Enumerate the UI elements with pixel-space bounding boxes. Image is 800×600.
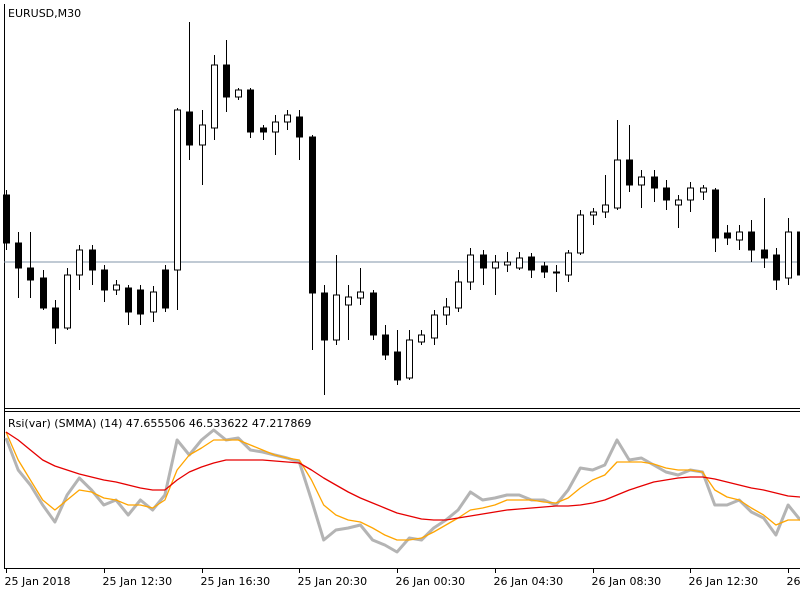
candle-body xyxy=(443,306,450,316)
candle-body xyxy=(27,267,34,281)
indicator-line xyxy=(4,428,800,554)
candle-body xyxy=(76,249,83,276)
candle-body xyxy=(296,116,303,138)
candle-body xyxy=(333,294,340,341)
candle-body xyxy=(345,296,352,306)
candle-body xyxy=(260,127,267,133)
candle-body xyxy=(382,334,389,356)
x-tick-label: 26 Jan 08:30 xyxy=(592,575,662,588)
candle-body xyxy=(3,194,10,244)
indicator-title: Rsi(var) (SMMA) (14) 47.655506 46.533622… xyxy=(8,417,311,430)
x-tick-label: 25 Jan 12:30 xyxy=(103,575,173,588)
price-panel xyxy=(3,22,800,395)
candle-body xyxy=(89,249,96,271)
candle-body xyxy=(431,314,438,339)
candle-body xyxy=(761,249,768,259)
candle-body xyxy=(602,204,609,213)
candle-body xyxy=(162,269,169,309)
candle-body xyxy=(199,124,206,146)
candle-body xyxy=(40,277,47,309)
candle-body xyxy=(700,187,707,193)
candle-body xyxy=(687,187,694,201)
indicator-line xyxy=(5,431,800,521)
candle-body xyxy=(15,242,22,269)
candle-body xyxy=(748,231,755,251)
x-tick-label: 26 Jan 12:30 xyxy=(689,575,759,588)
candle-body xyxy=(467,254,474,283)
candle-body xyxy=(64,274,71,329)
candle-body xyxy=(516,257,523,269)
candle-body xyxy=(272,121,279,133)
candle-body xyxy=(541,265,548,273)
candle-body xyxy=(590,211,597,216)
candle-body xyxy=(247,89,254,133)
candle-body xyxy=(736,231,743,241)
x-tick-label: 26 Jan 00:30 xyxy=(396,575,466,588)
candle-body xyxy=(370,292,377,336)
candle-body xyxy=(174,109,181,271)
candle-body xyxy=(101,269,108,291)
candle-body xyxy=(150,291,157,313)
candle-body xyxy=(357,291,364,299)
x-tick-label: 25 Jan 2018 xyxy=(5,575,71,588)
candle-body xyxy=(651,176,658,189)
indicator-line xyxy=(5,431,800,541)
candle-body xyxy=(137,289,144,315)
candle-body xyxy=(773,254,780,281)
candle-body xyxy=(675,199,682,206)
candle-body xyxy=(797,231,800,276)
candle-body xyxy=(480,254,487,269)
x-tick-label: 25 Jan 20:30 xyxy=(298,575,368,588)
candle-body xyxy=(235,89,242,98)
candle-body xyxy=(223,64,230,98)
indicator-panel xyxy=(4,428,800,554)
candle-body xyxy=(712,189,719,239)
candle-body xyxy=(553,271,560,274)
candle-body xyxy=(528,256,535,271)
candle-body xyxy=(406,339,413,379)
x-tick-label: 26 Jan 04:30 xyxy=(494,575,564,588)
candle-body xyxy=(186,111,193,146)
x-tick-label: 25 Jan 16:30 xyxy=(201,575,271,588)
candle-body xyxy=(309,136,316,294)
candle-body xyxy=(724,232,731,239)
candle-body xyxy=(614,159,621,209)
candle-body xyxy=(638,176,645,186)
candle-body xyxy=(52,307,59,329)
candle-body xyxy=(785,231,792,279)
candle-body xyxy=(455,281,462,309)
x-tick-label: 26 xyxy=(787,575,800,588)
candle-body xyxy=(125,287,132,313)
candle-body xyxy=(565,252,572,276)
candle-body xyxy=(321,292,328,341)
candle-body xyxy=(492,261,499,269)
candle-body xyxy=(418,334,425,343)
candle-body xyxy=(113,284,120,291)
candle-body xyxy=(663,187,670,201)
candle-body xyxy=(394,351,401,381)
chart-title: EURUSD,M30 xyxy=(8,7,81,20)
candle-body xyxy=(211,64,218,129)
candle-body xyxy=(504,261,511,266)
candle-body xyxy=(284,114,291,123)
candle-body xyxy=(577,214,584,254)
candle-body xyxy=(626,159,633,186)
